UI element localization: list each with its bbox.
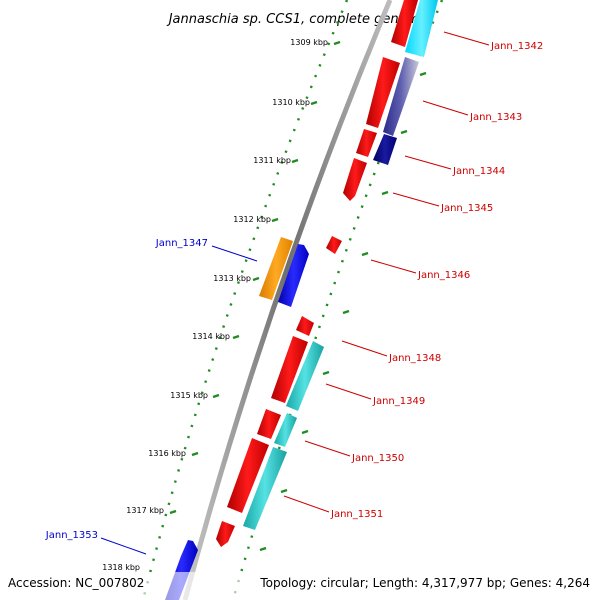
kbp-tick (169, 509, 177, 515)
kbp-tick (252, 276, 260, 282)
kbp-tick (291, 158, 299, 164)
kbp-label-1309: 1309 kbp (290, 38, 328, 47)
gene-red[interactable] (326, 236, 342, 254)
kbp-tick (333, 40, 341, 46)
forward-genes (216, 0, 418, 547)
gene-red[interactable] (343, 158, 367, 201)
gene-cyan[interactable] (286, 341, 324, 411)
kbp-label-1312: 1312 kbp (233, 215, 271, 224)
gene-label-jann-1350[interactable]: Jann_1350 (351, 453, 404, 464)
leader-line (404, 155, 452, 170)
gene-label-jann-1343[interactable]: Jann_1343 (469, 112, 522, 123)
kbp-label-1313: 1313 kbp (213, 274, 251, 283)
kbp-label-1311: 1311 kbp (253, 156, 291, 165)
gene-label-jann-1349[interactable]: Jann_1349 (372, 396, 425, 407)
map-title: Jannaschia sp. CCS1, complete genome (166, 12, 428, 27)
leader-line (100, 537, 147, 555)
kbp-label-1316: 1316 kbp (148, 449, 186, 458)
inner-tick (400, 129, 408, 135)
gene-cyan[interactable] (243, 447, 287, 530)
leader-line (392, 192, 440, 207)
gene-label-layer: Jann_1342 Jann_1343 Jann_1344 Jann_1345 … (45, 31, 543, 555)
inner-tick (342, 309, 350, 315)
kbp-tick (212, 393, 220, 399)
gene-label-jann-1353[interactable]: Jann_1353 (45, 530, 98, 541)
outer-dotted-track (141, 0, 349, 600)
gene-label-jann-1344[interactable]: Jann_1344 (452, 166, 505, 177)
leader-line (304, 440, 351, 457)
gene-label-jann-1351[interactable]: Jann_1351 (330, 509, 383, 520)
inner-tick (280, 488, 288, 494)
kbp-axis: 1309 kbp 1310 kbp 1311 kbp 1312 kbp 1313… (102, 38, 341, 572)
gene-label-jann-1347[interactable]: Jann_1347 (155, 238, 208, 249)
gene-label-jann-1346[interactable]: Jann_1346 (417, 270, 470, 281)
inner-ticks (259, 71, 427, 552)
genome-backbone (182, 0, 393, 600)
inner-tick (419, 71, 427, 77)
inner-tick (259, 546, 267, 552)
inner-tick (322, 370, 330, 376)
gene-blue[interactable] (278, 244, 309, 307)
gene-label-jann-1345[interactable]: Jann_1345 (440, 203, 493, 214)
inner-tick (301, 429, 309, 435)
leader-line (283, 495, 330, 513)
gene-red[interactable] (391, 0, 418, 47)
gene-navy[interactable] (373, 134, 397, 165)
kbp-label-1314: 1314 kbp (192, 332, 230, 341)
gene-purple[interactable] (383, 57, 419, 136)
kbp-tick (271, 217, 279, 223)
kbp-tick (232, 334, 240, 340)
kbp-label-1318: 1318 kbp (102, 563, 140, 572)
footer-backdrop (0, 572, 600, 600)
gene-cyan[interactable] (274, 413, 297, 447)
gene-red[interactable] (216, 521, 235, 547)
gene-red[interactable] (227, 438, 269, 513)
kbp-label-1315: 1315 kbp (170, 391, 208, 400)
leader-line (422, 100, 469, 116)
kbp-tick (310, 100, 318, 106)
leader-line (325, 383, 372, 400)
gene-orange[interactable] (259, 237, 293, 300)
gene-red[interactable] (296, 316, 314, 336)
inner-tick (381, 190, 389, 196)
leader-line (370, 259, 417, 274)
gene-label-jann-1342[interactable]: Jann_1342 (490, 41, 543, 52)
gene-red[interactable] (257, 409, 281, 439)
kbp-tick (191, 451, 199, 457)
leader-line (341, 340, 388, 357)
gene-label-jann-1348[interactable]: Jann_1348 (388, 353, 441, 364)
genome-summary-text: Topology: circular; Length: 4,317,977 bp… (259, 576, 590, 590)
inner-colored-genes (243, 0, 438, 530)
accession-text: Accession: NC_007802 (8, 576, 144, 590)
kbp-label-1310: 1310 kbp (272, 98, 310, 107)
gene-cyan[interactable] (405, 0, 438, 57)
leader-line (443, 31, 490, 46)
gene-red[interactable] (366, 57, 400, 128)
gene-red[interactable] (271, 336, 308, 403)
kbp-label-1317: 1317 kbp (126, 506, 164, 515)
leader-line (211, 245, 258, 262)
inner-tick (361, 251, 369, 257)
gene-red[interactable] (356, 129, 377, 157)
